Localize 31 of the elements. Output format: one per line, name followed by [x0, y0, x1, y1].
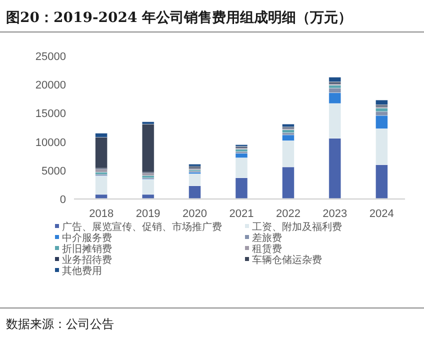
- x-tick-label: 2021: [229, 208, 254, 220]
- legend-item: 广告、展览宣传、促销、市场推广费: [55, 222, 222, 233]
- x-tick-label: 2022: [276, 208, 300, 220]
- legend-label: 业务招待费: [62, 254, 112, 266]
- source-note: 数据来源：公司公告: [6, 317, 114, 331]
- legend-item: 租赁费: [245, 244, 282, 255]
- legend-item: 业务招待费: [55, 255, 112, 266]
- legend-label: 车辆仓储运杂费: [252, 254, 322, 266]
- legend-item: 工资、附加及福利费: [245, 222, 342, 233]
- x-tick-label: 2019: [136, 208, 160, 220]
- x-tick-label: 2024: [369, 208, 394, 220]
- legend-item: 其他费用: [55, 266, 102, 277]
- legend-label: 租赁费: [252, 243, 282, 255]
- x-tick-label: 2020: [182, 208, 208, 220]
- legend-label: 中介服务费: [62, 232, 112, 244]
- y-tick-label: 15000: [35, 108, 66, 120]
- y-tick-label: 10000: [35, 136, 66, 149]
- y-tick-label: 0: [60, 194, 66, 206]
- title: 图20：2019-2024 年公司销售费用组成明细（万元）: [6, 10, 352, 26]
- legend-item: 差旅费: [245, 233, 282, 244]
- legend-label: 折旧摊销费: [62, 243, 112, 255]
- x-tick-label: 2018: [89, 208, 114, 220]
- legend-label: 差旅费: [252, 232, 282, 244]
- y-tick-label: 20000: [35, 80, 66, 92]
- legend-item: 折旧摊销费: [55, 244, 112, 255]
- legend-item: 车辆仓储运杂费: [245, 255, 322, 266]
- y-tick-label: 25000: [35, 51, 66, 63]
- x-tick-label: 2023: [322, 208, 348, 220]
- legend-label: 其他费用: [62, 265, 102, 277]
- legend-item: 中介服务费: [55, 233, 112, 244]
- y-tick-label: 5000: [42, 165, 66, 178]
